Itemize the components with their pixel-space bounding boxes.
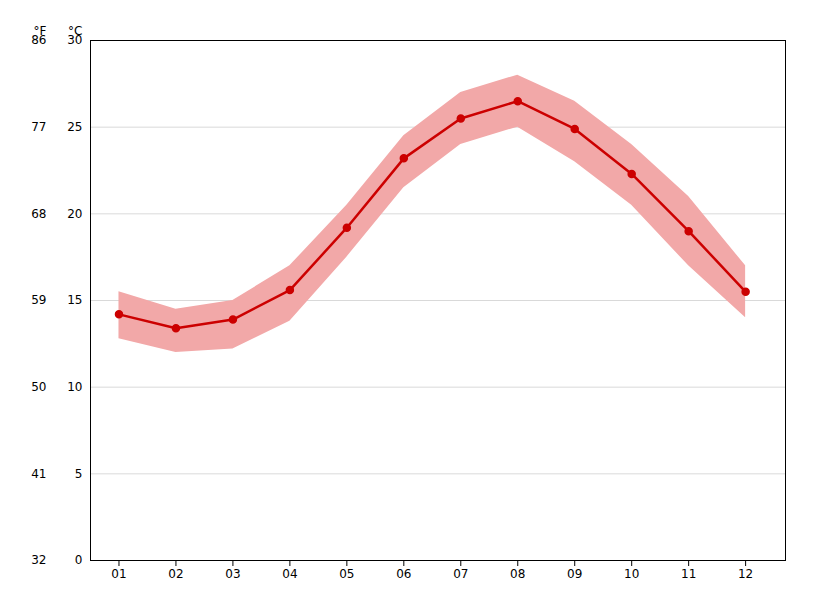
svg-text:04: 04 [282,567,297,581]
svg-text:02: 02 [168,567,183,581]
svg-text:32: 32 [31,553,46,567]
svg-text:05: 05 [339,567,354,581]
svg-text:20: 20 [67,207,82,221]
svg-text:41: 41 [31,467,46,481]
svg-text:10: 10 [624,567,639,581]
svg-text:10: 10 [67,380,82,394]
svg-text:°C: °C [68,24,82,38]
svg-text:5: 5 [75,467,83,481]
svg-text:01: 01 [111,567,126,581]
svg-text:25: 25 [67,120,82,134]
svg-text:07: 07 [453,567,468,581]
svg-text:77: 77 [31,120,46,134]
svg-text:68: 68 [31,207,46,221]
svg-text:86: 86 [31,33,47,48]
svg-text:03: 03 [225,567,240,581]
svg-text:15: 15 [67,293,82,307]
svg-text:59: 59 [31,293,46,307]
svg-text:30: 30 [67,33,83,48]
svg-text:50: 50 [31,380,46,394]
svg-text:11: 11 [681,567,696,581]
svg-text:0: 0 [75,553,83,567]
svg-text:09: 09 [567,567,582,581]
svg-text:°F: °F [34,24,47,38]
svg-text:12: 12 [738,567,753,581]
svg-text:06: 06 [396,567,411,581]
svg-text:08: 08 [510,567,525,581]
